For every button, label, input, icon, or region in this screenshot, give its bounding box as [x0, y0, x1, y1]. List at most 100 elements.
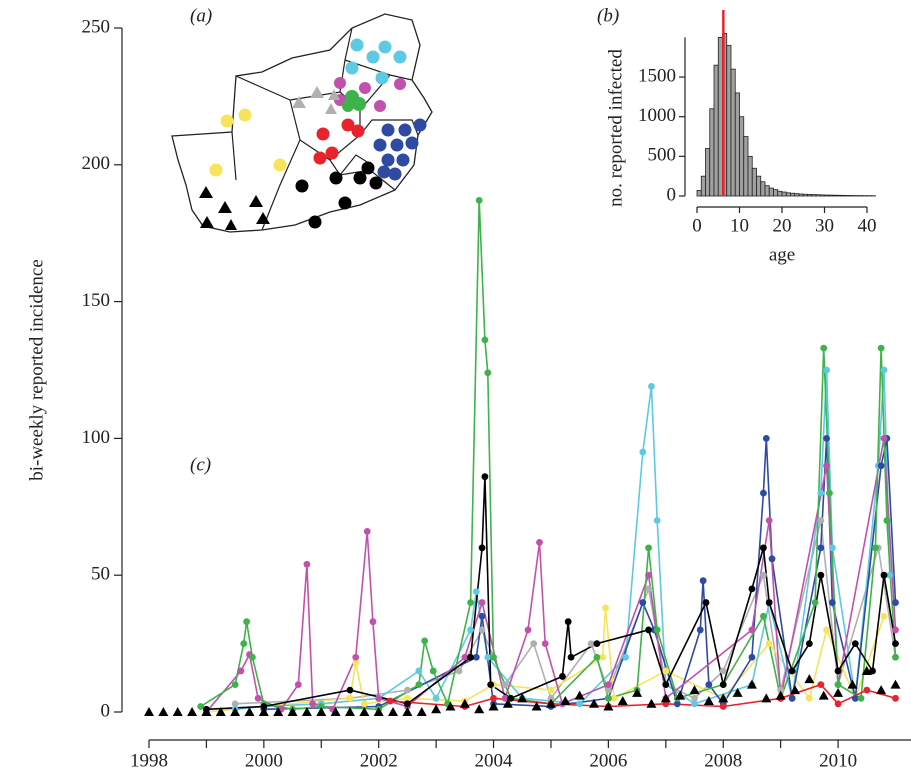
point [547, 686, 555, 694]
point [416, 707, 427, 716]
bar [824, 194, 830, 197]
point [531, 701, 542, 711]
point [863, 686, 871, 694]
point [360, 700, 368, 708]
bar [739, 116, 745, 197]
bar [807, 194, 813, 197]
point [316, 707, 327, 716]
point [632, 687, 643, 697]
y-tick-label: 1500 [638, 65, 676, 86]
bar [730, 68, 736, 197]
x-tick-label: 2002 [360, 750, 398, 771]
x-tick-label: 2006 [589, 750, 627, 771]
x-tick-label: 2000 [245, 750, 283, 771]
point [237, 667, 245, 675]
point [705, 681, 713, 689]
point [240, 640, 248, 647]
bar [764, 185, 770, 197]
point [718, 693, 729, 703]
point [481, 473, 489, 481]
panel-label: (c) [190, 454, 211, 475]
point [653, 626, 661, 634]
point [294, 681, 302, 689]
point [536, 538, 543, 546]
point [653, 517, 661, 524]
bar [777, 190, 783, 197]
series-line [235, 369, 891, 711]
plot-area [144, 196, 901, 716]
x-tick-label: 2008 [704, 750, 742, 771]
point [330, 707, 341, 716]
point [231, 681, 239, 689]
point [373, 707, 384, 716]
bar [756, 175, 762, 197]
point [645, 571, 652, 579]
point [197, 703, 205, 710]
point [828, 544, 836, 552]
point [892, 694, 899, 702]
y-tick-label: 1000 [638, 105, 676, 126]
point [748, 585, 756, 593]
point [732, 687, 743, 697]
point [660, 693, 671, 703]
point [662, 681, 670, 689]
bar [747, 155, 753, 197]
point [691, 700, 698, 708]
point [880, 571, 888, 579]
point [892, 640, 899, 647]
point [699, 577, 707, 585]
point [871, 544, 879, 552]
point [352, 659, 360, 667]
point [415, 681, 423, 689]
bar [794, 193, 800, 197]
point [833, 687, 844, 697]
point [689, 685, 700, 695]
point [603, 701, 614, 711]
x-tick-label: 2004 [475, 750, 514, 771]
x-axis-label: age [769, 244, 795, 265]
province-lines [231, 27, 419, 231]
point [823, 626, 830, 634]
x-tick-label: 0 [692, 215, 702, 236]
bar [836, 194, 842, 197]
point [467, 626, 474, 634]
point [459, 698, 470, 708]
point [760, 612, 767, 620]
point [805, 640, 813, 647]
point [817, 489, 825, 497]
point [892, 626, 899, 634]
point [857, 694, 865, 702]
y-tick-label: 100 [82, 427, 111, 448]
point [455, 667, 463, 675]
bar [841, 194, 847, 197]
y-tick-label: 0 [667, 184, 677, 205]
point [748, 626, 756, 634]
point [402, 707, 413, 716]
point [254, 694, 262, 702]
point [788, 694, 796, 702]
point [215, 707, 226, 716]
bar [811, 194, 817, 197]
point [589, 698, 600, 708]
point [777, 686, 785, 694]
y-tick-label: 500 [648, 145, 677, 166]
map: (a) [171, 5, 433, 233]
point [817, 544, 825, 552]
bar [709, 108, 715, 197]
y-axis-label: no. reported infected [605, 49, 626, 207]
bar [819, 194, 825, 197]
point [602, 604, 609, 612]
bar [743, 136, 749, 197]
point [876, 685, 887, 695]
point [478, 599, 486, 606]
x-tick-label: 10 [730, 215, 749, 236]
bar [734, 92, 740, 197]
point [346, 694, 354, 702]
point [851, 640, 859, 647]
point [352, 653, 360, 661]
point [719, 667, 727, 675]
bar [798, 193, 804, 197]
point [811, 599, 819, 606]
bar [815, 194, 821, 197]
point [429, 667, 437, 675]
